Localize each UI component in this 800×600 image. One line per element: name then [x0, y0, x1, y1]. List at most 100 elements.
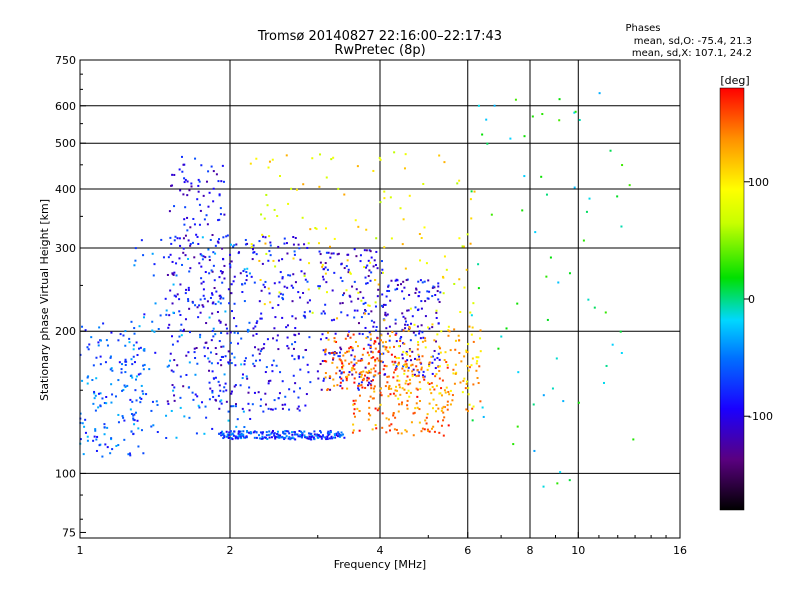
data-point — [294, 438, 297, 441]
data-point — [350, 354, 353, 357]
data-point — [230, 390, 233, 393]
data-point — [271, 431, 274, 434]
data-point — [241, 407, 244, 410]
data-point — [223, 277, 226, 280]
data-point — [356, 345, 359, 348]
data-point — [409, 355, 412, 358]
data-point — [212, 200, 215, 203]
data-point — [165, 436, 168, 439]
data-point — [190, 185, 193, 188]
data-point — [169, 359, 172, 362]
data-point — [440, 330, 443, 333]
data-point — [293, 358, 296, 361]
data-point — [438, 154, 441, 157]
data-point — [252, 362, 255, 365]
data-point — [468, 366, 471, 369]
data-point — [367, 362, 370, 365]
data-point — [93, 397, 96, 400]
data-point — [330, 435, 333, 438]
data-point — [275, 339, 278, 342]
data-point — [364, 276, 367, 279]
data-point — [209, 387, 212, 390]
data-point — [235, 325, 238, 328]
data-point — [173, 359, 176, 362]
data-point — [418, 233, 421, 236]
data-point — [414, 334, 417, 337]
data-point — [468, 403, 471, 406]
data-point — [388, 339, 391, 342]
data-point — [86, 346, 89, 349]
data-point — [194, 373, 197, 376]
data-point — [264, 236, 267, 239]
data-point — [556, 482, 559, 485]
data-point — [179, 189, 182, 192]
data-point — [123, 384, 126, 387]
data-point — [478, 365, 481, 368]
data-point — [377, 359, 380, 362]
data-point — [276, 433, 279, 436]
data-point — [150, 425, 153, 428]
data-point — [446, 408, 449, 411]
data-point — [353, 415, 356, 418]
data-point — [120, 371, 123, 374]
data-point — [394, 416, 397, 419]
data-point — [400, 283, 403, 286]
data-point — [222, 257, 225, 260]
data-point — [210, 292, 213, 295]
data-point — [369, 383, 372, 386]
data-point — [245, 375, 248, 378]
data-point — [200, 254, 203, 257]
data-point — [86, 439, 89, 442]
data-point — [416, 388, 419, 391]
data-point — [156, 431, 159, 434]
data-point — [523, 175, 526, 178]
data-point — [103, 423, 106, 426]
data-point — [399, 337, 402, 340]
data-point — [139, 401, 142, 404]
data-point — [133, 332, 136, 335]
legend-line-x: mean, sd,X: 107.1, 24.2 — [632, 48, 752, 59]
data-point — [180, 155, 183, 158]
data-point — [368, 406, 371, 409]
data-point — [409, 339, 412, 342]
data-point — [170, 409, 173, 412]
data-point — [168, 314, 171, 317]
data-point — [319, 435, 322, 438]
data-point — [422, 370, 425, 373]
data-point — [130, 412, 133, 415]
data-point — [324, 348, 327, 351]
data-point — [352, 403, 355, 406]
data-point — [362, 347, 365, 350]
data-point — [220, 399, 223, 402]
data-point — [370, 350, 373, 353]
data-point — [427, 326, 430, 329]
data-point — [335, 372, 338, 375]
data-point — [346, 350, 349, 353]
data-point — [435, 316, 438, 319]
data-point — [227, 419, 230, 422]
data-point — [273, 432, 276, 435]
data-point — [369, 414, 372, 417]
data-point — [248, 409, 251, 412]
data-point — [365, 337, 368, 340]
data-point — [172, 311, 175, 314]
data-point — [304, 278, 307, 281]
data-point — [178, 257, 181, 260]
data-point — [203, 432, 206, 435]
data-point — [477, 104, 480, 107]
data-point — [281, 316, 284, 319]
y-tick-label: 300 — [55, 242, 76, 255]
data-point — [338, 432, 341, 435]
data-point — [324, 266, 327, 269]
data-point — [97, 341, 100, 344]
data-point — [402, 218, 405, 221]
data-point — [291, 343, 294, 346]
data-point — [258, 434, 261, 437]
data-point — [415, 387, 418, 390]
data-point — [268, 235, 271, 238]
data-point — [476, 360, 479, 363]
data-point — [179, 244, 182, 247]
data-point — [415, 287, 418, 290]
data-point — [121, 389, 124, 392]
data-point — [336, 253, 339, 256]
